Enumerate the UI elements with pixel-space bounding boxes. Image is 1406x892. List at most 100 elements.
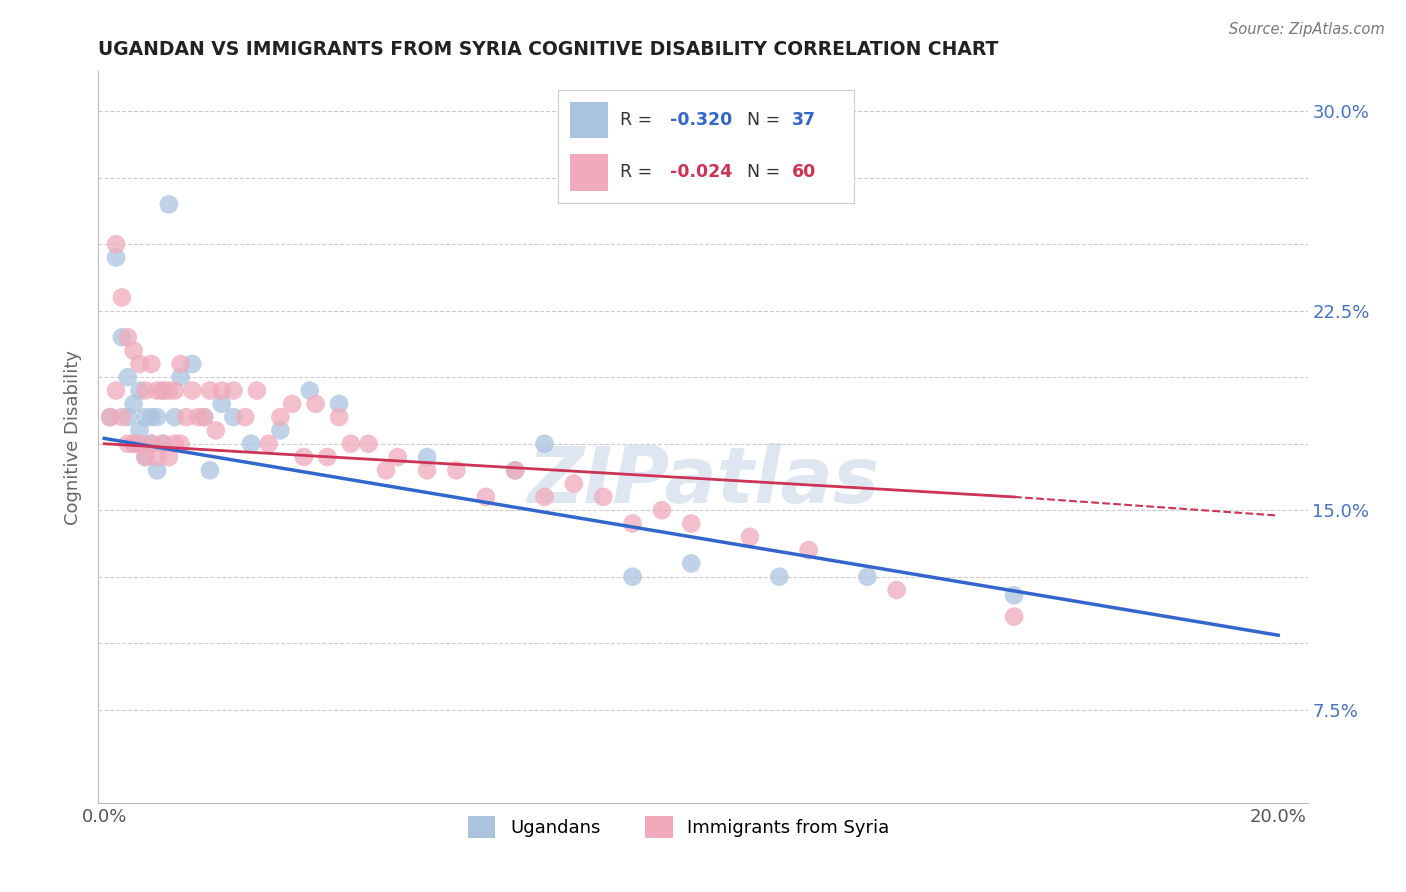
Point (357, 436, 380, 450)
Point (117, 410, 139, 425)
Point (621, 570, 644, 584)
Point (111, 330, 134, 344)
Point (856, 570, 879, 584)
Point (141, 436, 163, 450)
Point (169, 436, 191, 450)
Point (134, 384, 156, 398)
Point (222, 410, 245, 425)
Point (269, 424, 291, 438)
Point (240, 436, 263, 450)
Point (651, 503, 673, 517)
Point (475, 490, 498, 504)
Point (152, 384, 174, 398)
Point (117, 436, 139, 450)
Point (298, 384, 321, 398)
Point (98, 410, 121, 425)
Point (122, 397, 145, 411)
Text: ZIPatlas: ZIPatlas (527, 443, 879, 519)
Point (446, 463, 468, 477)
Point (193, 410, 215, 425)
Point (152, 436, 174, 450)
Point (122, 436, 145, 450)
Point (304, 397, 326, 411)
Point (222, 384, 245, 398)
Point (738, 530, 761, 544)
Point (128, 436, 150, 450)
Point (269, 410, 291, 425)
Point (141, 410, 163, 425)
Point (621, 516, 644, 531)
Point (146, 410, 169, 425)
Point (134, 450, 156, 464)
Point (562, 476, 585, 491)
Point (204, 424, 226, 438)
Point (198, 384, 221, 398)
Point (233, 410, 256, 425)
Point (198, 463, 221, 477)
Point (111, 290, 134, 304)
Point (592, 490, 614, 504)
Point (1002, 588, 1025, 602)
Point (187, 410, 209, 425)
Point (134, 450, 156, 464)
Point (387, 450, 409, 464)
Point (1002, 609, 1025, 624)
Point (128, 357, 150, 371)
Point (163, 384, 186, 398)
Point (292, 450, 315, 464)
Point (281, 397, 304, 411)
Point (146, 384, 169, 398)
Text: Source: ZipAtlas.com: Source: ZipAtlas.com (1229, 22, 1385, 37)
Point (157, 450, 180, 464)
Point (681, 516, 703, 531)
Point (117, 370, 139, 384)
Legend: Ugandans, Immigrants from Syria: Ugandans, Immigrants from Syria (461, 808, 897, 845)
Point (176, 410, 198, 425)
Point (257, 436, 280, 450)
Point (797, 543, 820, 558)
Point (169, 357, 191, 371)
Point (111, 410, 134, 425)
Y-axis label: Cognitive Disability: Cognitive Disability (63, 350, 82, 524)
Point (128, 384, 150, 398)
Point (152, 436, 174, 450)
Point (503, 463, 526, 477)
Point (141, 436, 163, 450)
Point (141, 357, 163, 371)
Point (340, 436, 363, 450)
Point (316, 450, 339, 464)
Point (768, 570, 790, 584)
Point (416, 450, 439, 464)
Point (886, 582, 908, 597)
Point (134, 410, 156, 425)
Point (152, 384, 174, 398)
Point (533, 490, 555, 504)
Point (211, 397, 233, 411)
Point (193, 410, 215, 425)
Point (211, 384, 233, 398)
Point (375, 463, 398, 477)
Point (181, 357, 204, 371)
Point (146, 463, 169, 477)
Point (122, 436, 145, 450)
Point (181, 384, 204, 398)
Point (105, 237, 128, 252)
Point (328, 397, 350, 411)
Point (416, 463, 439, 477)
Point (328, 410, 350, 425)
Point (117, 330, 139, 344)
Point (169, 370, 191, 384)
Point (122, 343, 145, 358)
Point (533, 436, 555, 450)
Point (146, 450, 169, 464)
Point (163, 410, 186, 425)
Point (98, 410, 121, 425)
Point (105, 251, 128, 265)
Point (128, 424, 150, 438)
Text: UGANDAN VS IMMIGRANTS FROM SYRIA COGNITIVE DISABILITY CORRELATION CHART: UGANDAN VS IMMIGRANTS FROM SYRIA COGNITI… (98, 39, 998, 59)
Point (246, 384, 269, 398)
Point (105, 384, 128, 398)
Point (681, 557, 703, 571)
Point (157, 197, 180, 211)
Point (157, 384, 180, 398)
